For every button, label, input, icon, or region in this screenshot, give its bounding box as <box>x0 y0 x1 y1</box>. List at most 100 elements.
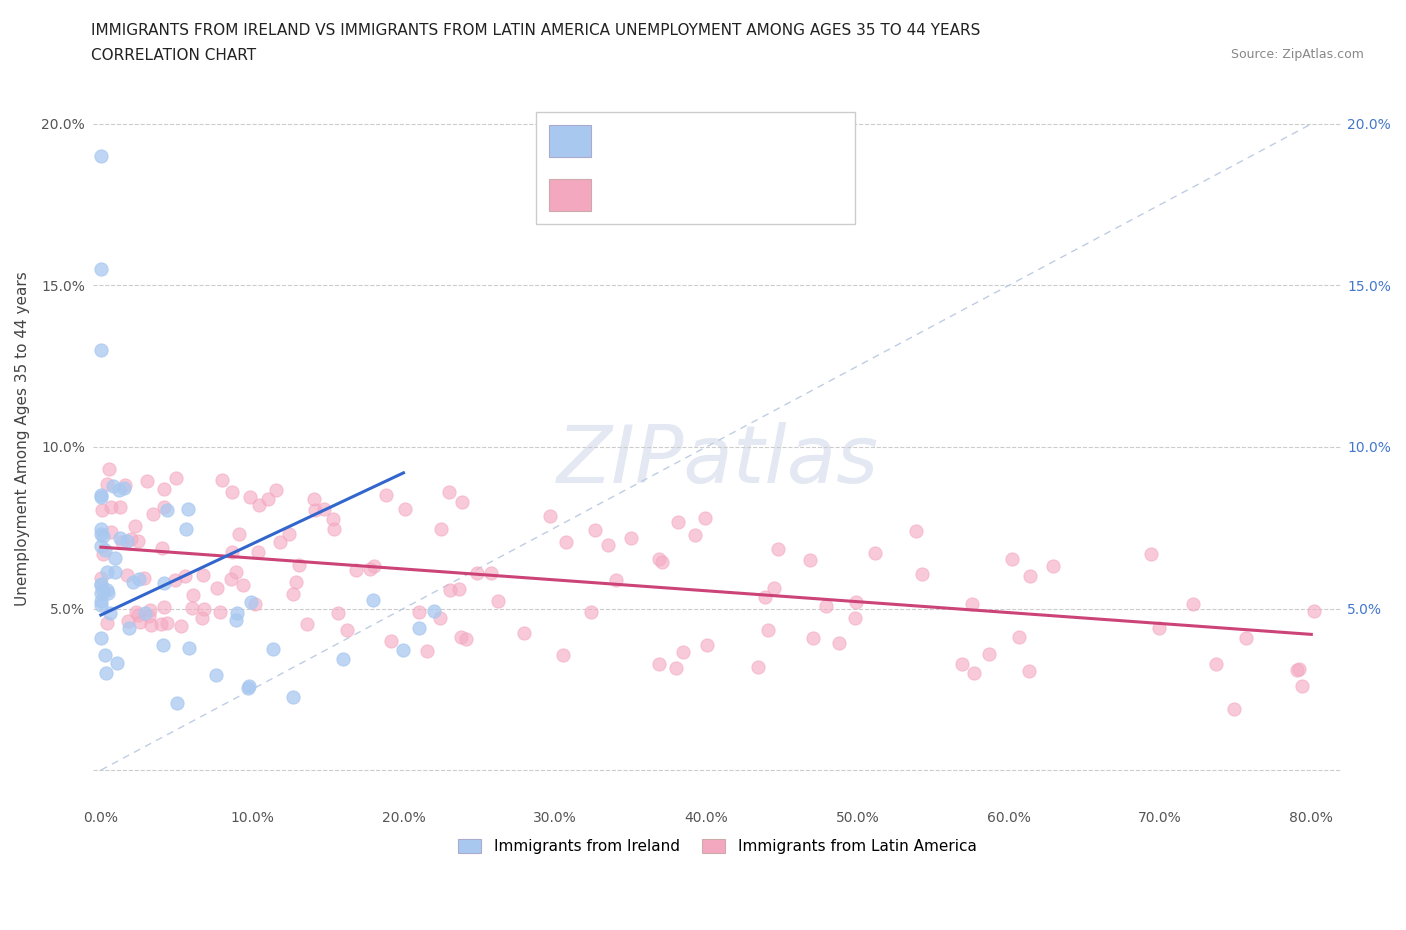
Point <box>128 615 150 630</box>
Point <box>596 538 619 552</box>
Point <box>693 510 716 525</box>
Point <box>450 630 472 644</box>
Point <box>111 535 134 550</box>
Point <box>211 472 233 487</box>
Point <box>314 502 336 517</box>
Point <box>439 583 461 598</box>
Point <box>180 601 202 616</box>
Point <box>651 554 673 569</box>
Text: ZIPatlas: ZIPatlas <box>557 421 879 499</box>
Point <box>150 540 173 555</box>
Point <box>380 633 402 648</box>
Point <box>408 620 430 635</box>
Point <box>1302 604 1324 618</box>
Point <box>90 631 112 645</box>
Point <box>173 568 195 583</box>
Point <box>90 578 112 592</box>
Point <box>762 580 785 595</box>
Point <box>416 643 439 658</box>
Point <box>683 527 706 542</box>
Point <box>94 666 117 681</box>
Point <box>336 622 359 637</box>
Point <box>454 632 477 647</box>
Point <box>394 502 416 517</box>
Point <box>1042 559 1064 574</box>
Point <box>845 594 868 609</box>
Point <box>97 462 120 477</box>
Point <box>153 599 176 614</box>
Point <box>107 483 129 498</box>
Point <box>579 604 602 619</box>
Point <box>429 611 451 626</box>
Point <box>127 533 149 548</box>
Point <box>96 476 118 491</box>
Point <box>228 526 250 541</box>
Point <box>322 512 344 526</box>
Point <box>225 613 247 628</box>
Point <box>90 262 112 277</box>
Point <box>90 522 112 537</box>
Point <box>205 668 228 683</box>
Point <box>100 525 122 539</box>
Point <box>1140 546 1163 561</box>
Point <box>467 565 489 580</box>
Point <box>139 603 162 618</box>
Point <box>90 594 112 609</box>
Point <box>257 492 280 507</box>
Point <box>911 566 934 581</box>
Point <box>117 613 139 628</box>
Point <box>153 482 176 497</box>
Point <box>583 523 606 538</box>
Point <box>666 514 689 529</box>
Point <box>90 488 112 503</box>
Point <box>128 572 150 587</box>
Point <box>112 481 135 496</box>
Point <box>152 499 174 514</box>
Point <box>205 580 228 595</box>
Point <box>671 644 693 659</box>
Text: IMMIGRANTS FROM IRELAND VS IMMIGRANTS FROM LATIN AMERICA UNEMPLOYMENT AMONG AGES: IMMIGRANTS FROM IRELAND VS IMMIGRANTS FR… <box>91 23 981 38</box>
Point <box>665 660 688 675</box>
Point <box>277 526 299 541</box>
Point <box>225 605 247 620</box>
Point <box>132 571 155 586</box>
Point <box>844 610 866 625</box>
Point <box>90 538 112 553</box>
Point <box>696 637 718 652</box>
Point <box>799 553 821 568</box>
Point <box>225 565 247 579</box>
Point <box>863 546 886 561</box>
Point <box>392 643 415 658</box>
Point <box>121 574 143 589</box>
Point <box>302 492 325 507</box>
Point <box>756 623 779 638</box>
Point <box>221 485 243 499</box>
Point <box>648 657 671 671</box>
Point <box>90 570 112 585</box>
Point <box>115 568 138 583</box>
Point <box>93 547 115 562</box>
Point <box>118 620 141 635</box>
Point <box>94 648 117 663</box>
Point <box>90 577 112 591</box>
Point <box>103 565 125 579</box>
Point <box>243 597 266 612</box>
Point <box>437 485 460 499</box>
Point <box>288 558 311 573</box>
Point <box>98 605 121 620</box>
Point <box>344 563 367 578</box>
Point <box>91 528 114 543</box>
Point <box>97 585 120 600</box>
Point <box>246 545 269 560</box>
Point <box>136 473 159 488</box>
Point <box>747 659 769 674</box>
Point <box>284 574 307 589</box>
Point <box>1222 701 1244 716</box>
Point <box>166 696 188 711</box>
Point <box>96 583 118 598</box>
Point <box>283 586 305 601</box>
Point <box>332 652 354 667</box>
Point <box>486 593 509 608</box>
Point <box>176 501 198 516</box>
Point <box>266 482 288 497</box>
